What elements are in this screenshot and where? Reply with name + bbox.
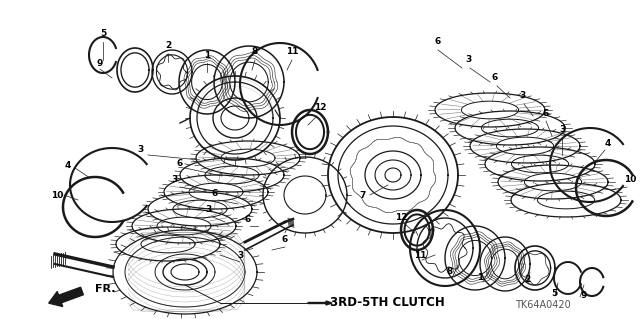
Text: 1: 1 — [204, 50, 210, 60]
Text: 6: 6 — [245, 216, 251, 225]
Text: 9: 9 — [581, 292, 587, 300]
Text: 4: 4 — [605, 138, 611, 147]
Text: 6: 6 — [212, 189, 218, 197]
Text: 11: 11 — [285, 48, 298, 56]
Text: 3: 3 — [205, 205, 211, 214]
Text: 6: 6 — [177, 159, 183, 167]
Text: 7: 7 — [360, 190, 366, 199]
Text: FR.: FR. — [95, 284, 115, 294]
Text: 6: 6 — [282, 235, 288, 244]
Text: 10: 10 — [51, 190, 63, 199]
Text: 5: 5 — [100, 29, 106, 39]
Text: 6: 6 — [492, 73, 498, 83]
Text: 5: 5 — [551, 288, 557, 298]
Text: 6: 6 — [435, 38, 441, 47]
Text: 9: 9 — [97, 58, 103, 68]
FancyArrow shape — [49, 287, 83, 307]
Text: 4: 4 — [65, 160, 71, 169]
Text: 2: 2 — [165, 41, 171, 50]
Text: 3: 3 — [172, 175, 178, 184]
Text: 2: 2 — [524, 276, 530, 285]
Text: 3: 3 — [237, 251, 243, 261]
Text: 12: 12 — [314, 103, 326, 113]
Text: 12: 12 — [395, 213, 407, 222]
Text: 8: 8 — [447, 268, 453, 277]
Text: 6: 6 — [543, 108, 549, 117]
Text: TK64A0420: TK64A0420 — [515, 300, 571, 310]
Text: 3: 3 — [465, 56, 471, 64]
Text: 10: 10 — [624, 175, 636, 184]
Text: 3: 3 — [520, 92, 526, 100]
Text: 3: 3 — [137, 145, 143, 154]
Text: 11: 11 — [413, 250, 426, 259]
FancyArrow shape — [308, 301, 332, 305]
Text: 8: 8 — [252, 48, 258, 56]
Text: 3: 3 — [560, 125, 566, 135]
Text: 3RD-5TH CLUTCH: 3RD-5TH CLUTCH — [330, 296, 445, 309]
Text: 1: 1 — [477, 273, 483, 283]
